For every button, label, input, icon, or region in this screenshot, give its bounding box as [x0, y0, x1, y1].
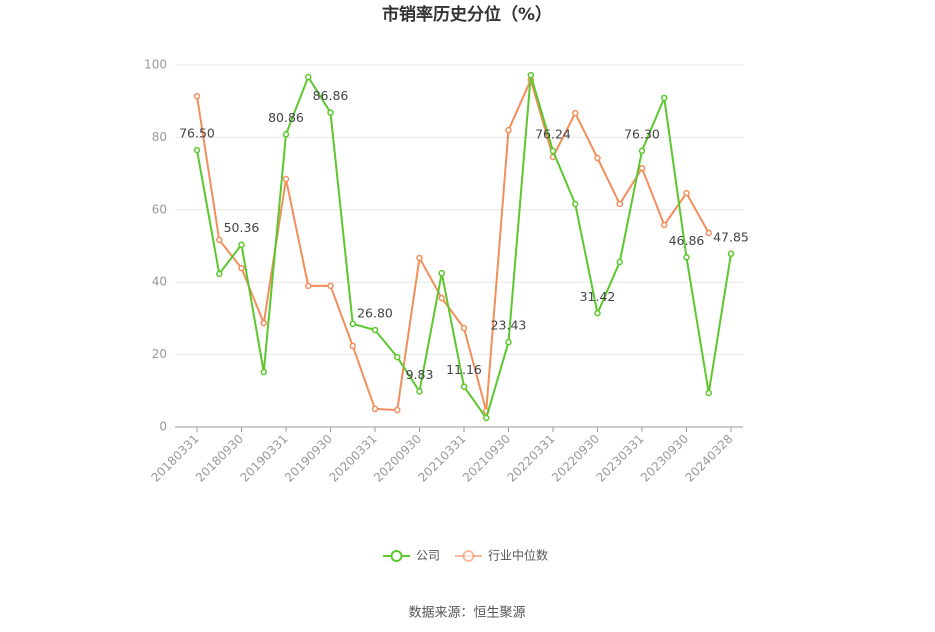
data-label: 31.42	[580, 289, 616, 304]
point	[216, 270, 223, 278]
point	[371, 405, 379, 413]
point	[438, 269, 445, 277]
point	[594, 310, 601, 317]
data-label: 76.24	[535, 127, 571, 142]
y-tick-label: 0	[159, 420, 167, 434]
legend-marker	[462, 550, 475, 562]
point	[349, 342, 356, 350]
chart-title: 市销率历史分位（%）	[382, 4, 552, 25]
point	[727, 250, 735, 258]
data-label: 11.16	[446, 362, 482, 377]
point	[572, 109, 579, 117]
point	[327, 282, 334, 290]
point	[505, 126, 512, 134]
data-label: 86.86	[313, 88, 349, 103]
point	[216, 236, 223, 244]
data-label: 50.36	[224, 220, 260, 235]
point	[394, 406, 401, 414]
legend-label: 行业中位数	[488, 548, 548, 563]
point	[260, 319, 267, 327]
point	[616, 258, 623, 266]
point	[305, 282, 312, 290]
point	[505, 338, 512, 346]
point	[238, 241, 245, 248]
data-label: 47.85	[713, 229, 749, 244]
point	[594, 154, 601, 162]
data-label: 80.86	[268, 110, 304, 125]
point	[661, 221, 668, 229]
y-tick-label: 80	[152, 130, 167, 144]
point	[193, 92, 201, 100]
point	[416, 254, 423, 262]
legend-item[interactable]: 公司	[383, 549, 440, 563]
point	[327, 109, 334, 116]
data-label: 26.80	[357, 305, 393, 320]
point	[238, 264, 245, 272]
point	[394, 353, 401, 361]
point	[305, 73, 312, 81]
point	[705, 389, 712, 397]
point	[683, 189, 690, 197]
x-tick-label: 20240328	[683, 432, 736, 485]
point	[438, 294, 445, 302]
data-label: 46.86	[669, 233, 705, 248]
legend-marker	[390, 550, 403, 562]
point	[683, 254, 690, 261]
data-label: 76.30	[624, 126, 660, 141]
point	[193, 146, 201, 154]
point	[349, 320, 356, 328]
point	[260, 368, 267, 376]
legend-label: 公司	[416, 549, 440, 563]
point	[483, 414, 490, 422]
legend-item[interactable]: 行业中位数	[455, 548, 548, 563]
point	[549, 147, 557, 155]
data-label: 23.43	[491, 318, 527, 333]
point	[661, 94, 668, 102]
data-label: 76.50	[179, 126, 215, 141]
source: 数据来源：恒生聚源	[408, 606, 525, 621]
y-tick-label: 60	[152, 202, 167, 216]
point	[371, 326, 379, 334]
y-tick-label: 100	[144, 58, 167, 72]
point	[460, 383, 468, 390]
series-line	[196, 76, 710, 412]
point	[416, 388, 423, 395]
point	[460, 324, 468, 332]
y-tick-label: 20	[152, 347, 167, 361]
point	[282, 175, 290, 183]
point	[527, 71, 534, 79]
point	[572, 200, 579, 208]
data-label: 9.83	[406, 367, 434, 382]
point	[282, 131, 290, 138]
y-tick-label: 40	[152, 275, 167, 289]
point	[705, 229, 712, 237]
point	[616, 200, 623, 208]
point	[638, 164, 646, 172]
point	[638, 147, 646, 155]
